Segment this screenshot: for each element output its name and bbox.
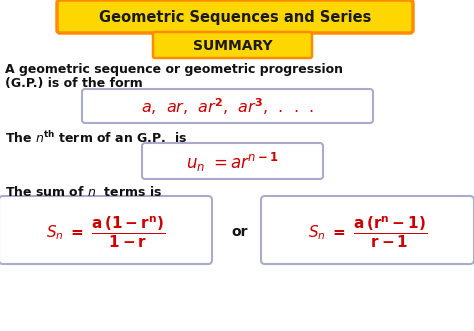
Text: The $\mathbf{\mathit{n}}$$^{\mathbf{th}}$ term of an G.P.  is: The $\mathbf{\mathit{n}}$$^{\mathbf{th}}…	[5, 130, 187, 146]
FancyBboxPatch shape	[142, 143, 323, 179]
Text: or: or	[232, 225, 248, 239]
FancyBboxPatch shape	[261, 196, 474, 264]
Text: $\mathbf{\mathit{S_n}\ =\ \dfrac{a\,(r^n-1)}{r-1}}$: $\mathbf{\mathit{S_n}\ =\ \dfrac{a\,(r^n…	[308, 214, 427, 250]
Text: A geometric sequence or geometric progression: A geometric sequence or geometric progre…	[5, 63, 343, 76]
Text: (G.P.) is of the form: (G.P.) is of the form	[5, 77, 143, 90]
Text: $\mathbf{\mathit{S_n}\ =\ \dfrac{a\,(1-r^n)}{1-r}}$: $\mathbf{\mathit{S_n}\ =\ \dfrac{a\,(1-r…	[46, 214, 165, 250]
Text: SUMMARY: SUMMARY	[193, 39, 272, 53]
Text: The sum of $\mathbf{\mathit{n}}$  terms is: The sum of $\mathbf{\mathit{n}}$ terms i…	[5, 185, 163, 199]
FancyBboxPatch shape	[153, 32, 312, 58]
Text: Geometric Sequences and Series: Geometric Sequences and Series	[99, 10, 371, 25]
Text: $\mathbf{\mathit{a}}$,  $\mathbf{\mathit{ar}}$,  $\mathbf{\mathit{ar}}^{\mathbf{: $\mathbf{\mathit{a}}$, $\mathbf{\mathit{…	[141, 97, 314, 118]
Text: $\mathbf{\mathit{u}}_{\mathbf{\mathit{n}}}\ =\mathbf{\mathit{ar}}^{\mathbf{\math: $\mathbf{\mathit{u}}_{\mathbf{\mathit{n}…	[186, 151, 279, 173]
FancyBboxPatch shape	[82, 89, 373, 123]
FancyBboxPatch shape	[57, 0, 413, 33]
FancyBboxPatch shape	[0, 196, 212, 264]
